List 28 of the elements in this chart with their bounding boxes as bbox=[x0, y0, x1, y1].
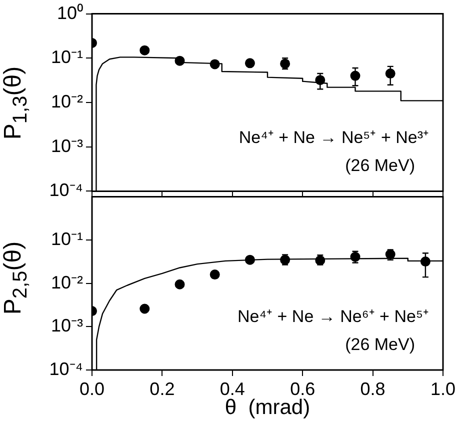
x-tick-label: 1.0 bbox=[430, 378, 456, 399]
point bbox=[210, 270, 220, 280]
x-tick-label: 0.0 bbox=[79, 378, 105, 399]
x-tick-label: 0.4 bbox=[220, 378, 245, 399]
annotation: (26 MeV) bbox=[345, 156, 415, 176]
annotation: (26 MeV) bbox=[345, 335, 415, 354]
x-tick-label: 0.8 bbox=[360, 378, 386, 399]
y-tick-label: 10⁰ bbox=[56, 2, 83, 23]
annotation: Ne⁴⁺ + Ne → Ne⁶⁺ + Ne⁵⁺ bbox=[238, 307, 429, 326]
y-tick-label: 10⁻² bbox=[50, 272, 84, 292]
point bbox=[140, 45, 150, 56]
x-tick-label: 0.2 bbox=[150, 378, 175, 399]
point bbox=[174, 279, 185, 290]
point bbox=[174, 56, 185, 66]
y-tick-label: 10⁻¹ bbox=[50, 47, 84, 68]
y-tick-label: 10⁻² bbox=[50, 91, 84, 112]
x-axis-title: θ (mrad) bbox=[224, 396, 310, 420]
point bbox=[210, 59, 220, 70]
point bbox=[140, 304, 150, 314]
annotation: Ne⁴⁺ + Ne → Ne⁵⁺ + Ne³⁺ bbox=[238, 128, 429, 148]
y-tick-label: 10⁻¹ bbox=[50, 229, 84, 250]
y-tick-label: 10⁻³ bbox=[50, 316, 84, 336]
point bbox=[244, 254, 255, 265]
y-tick-label: 10⁻⁴ bbox=[49, 358, 83, 379]
point bbox=[244, 58, 255, 68]
x-tick-label: 0.6 bbox=[290, 378, 316, 399]
y-tick-label: 10⁻⁴ bbox=[49, 180, 83, 200]
y-tick-label: 10⁻³ bbox=[50, 136, 84, 156]
